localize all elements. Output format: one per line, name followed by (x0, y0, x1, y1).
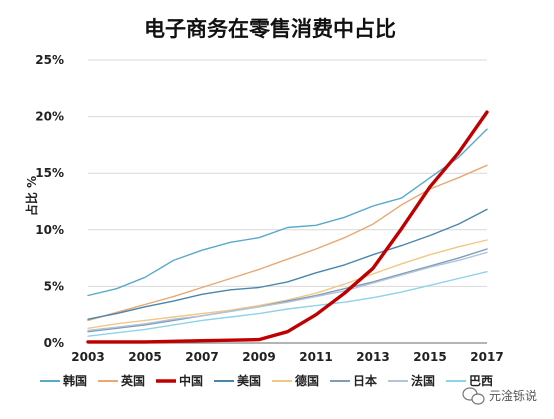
legend: 韩国 英国 中国 美国 德国 日本 法国 巴西 (40, 373, 493, 388)
chart-title: 电子商务在零售消费中占比 (144, 17, 396, 41)
x-tick-label: 2005 (128, 350, 161, 364)
x-axis-ticks: 2003 2005 2007 2009 2011 2013 2015 2017 (71, 350, 503, 364)
x-tick-label: 2011 (299, 350, 332, 364)
series-line-8 (87, 271, 488, 337)
x-tick-label: 2007 (185, 350, 218, 364)
legend-label: 韩国 (63, 373, 87, 388)
legend-label: 日本 (353, 373, 377, 388)
legend-label: 美国 (237, 373, 261, 388)
series-line-6 (87, 248, 488, 333)
x-tick-label: 2017 (470, 350, 503, 364)
legend-label: 巴西 (469, 374, 493, 388)
y-tick-label: 20% (35, 110, 64, 124)
series-line-1 (87, 128, 488, 297)
y-tick-label: 15% (35, 166, 64, 180)
y-tick-label: 10% (35, 223, 64, 237)
y-tick-label: 5% (44, 279, 64, 293)
series-lines (86, 110, 489, 344)
x-tick-label: 2009 (242, 350, 275, 364)
watermark: 元淦铄说 (462, 387, 537, 405)
x-tick-label: 2013 (356, 350, 389, 364)
series-line-7 (87, 251, 488, 332)
legend-label: 法国 (411, 373, 435, 388)
legend-label: 中国 (179, 373, 203, 388)
series-line-4 (87, 208, 488, 320)
wechat-icon (462, 387, 485, 405)
y-axis-ticks: 0% 5% 10% 15% 20% 25% (35, 53, 64, 350)
x-tick-label: 2003 (71, 350, 104, 364)
series-line-2 (87, 164, 488, 322)
gridlines (88, 59, 487, 344)
series-line-3 (86, 110, 489, 344)
y-tick-label: 0% (44, 336, 64, 350)
x-tick-label: 2015 (413, 350, 446, 364)
series-line-5 (87, 239, 488, 329)
legend-label: 英国 (121, 373, 145, 388)
y-tick-label: 25% (35, 53, 64, 67)
y-axis-label: 占比 % (24, 176, 39, 216)
watermark-text: 元淦铄说 (489, 388, 537, 403)
legend-label: 德国 (295, 373, 319, 388)
